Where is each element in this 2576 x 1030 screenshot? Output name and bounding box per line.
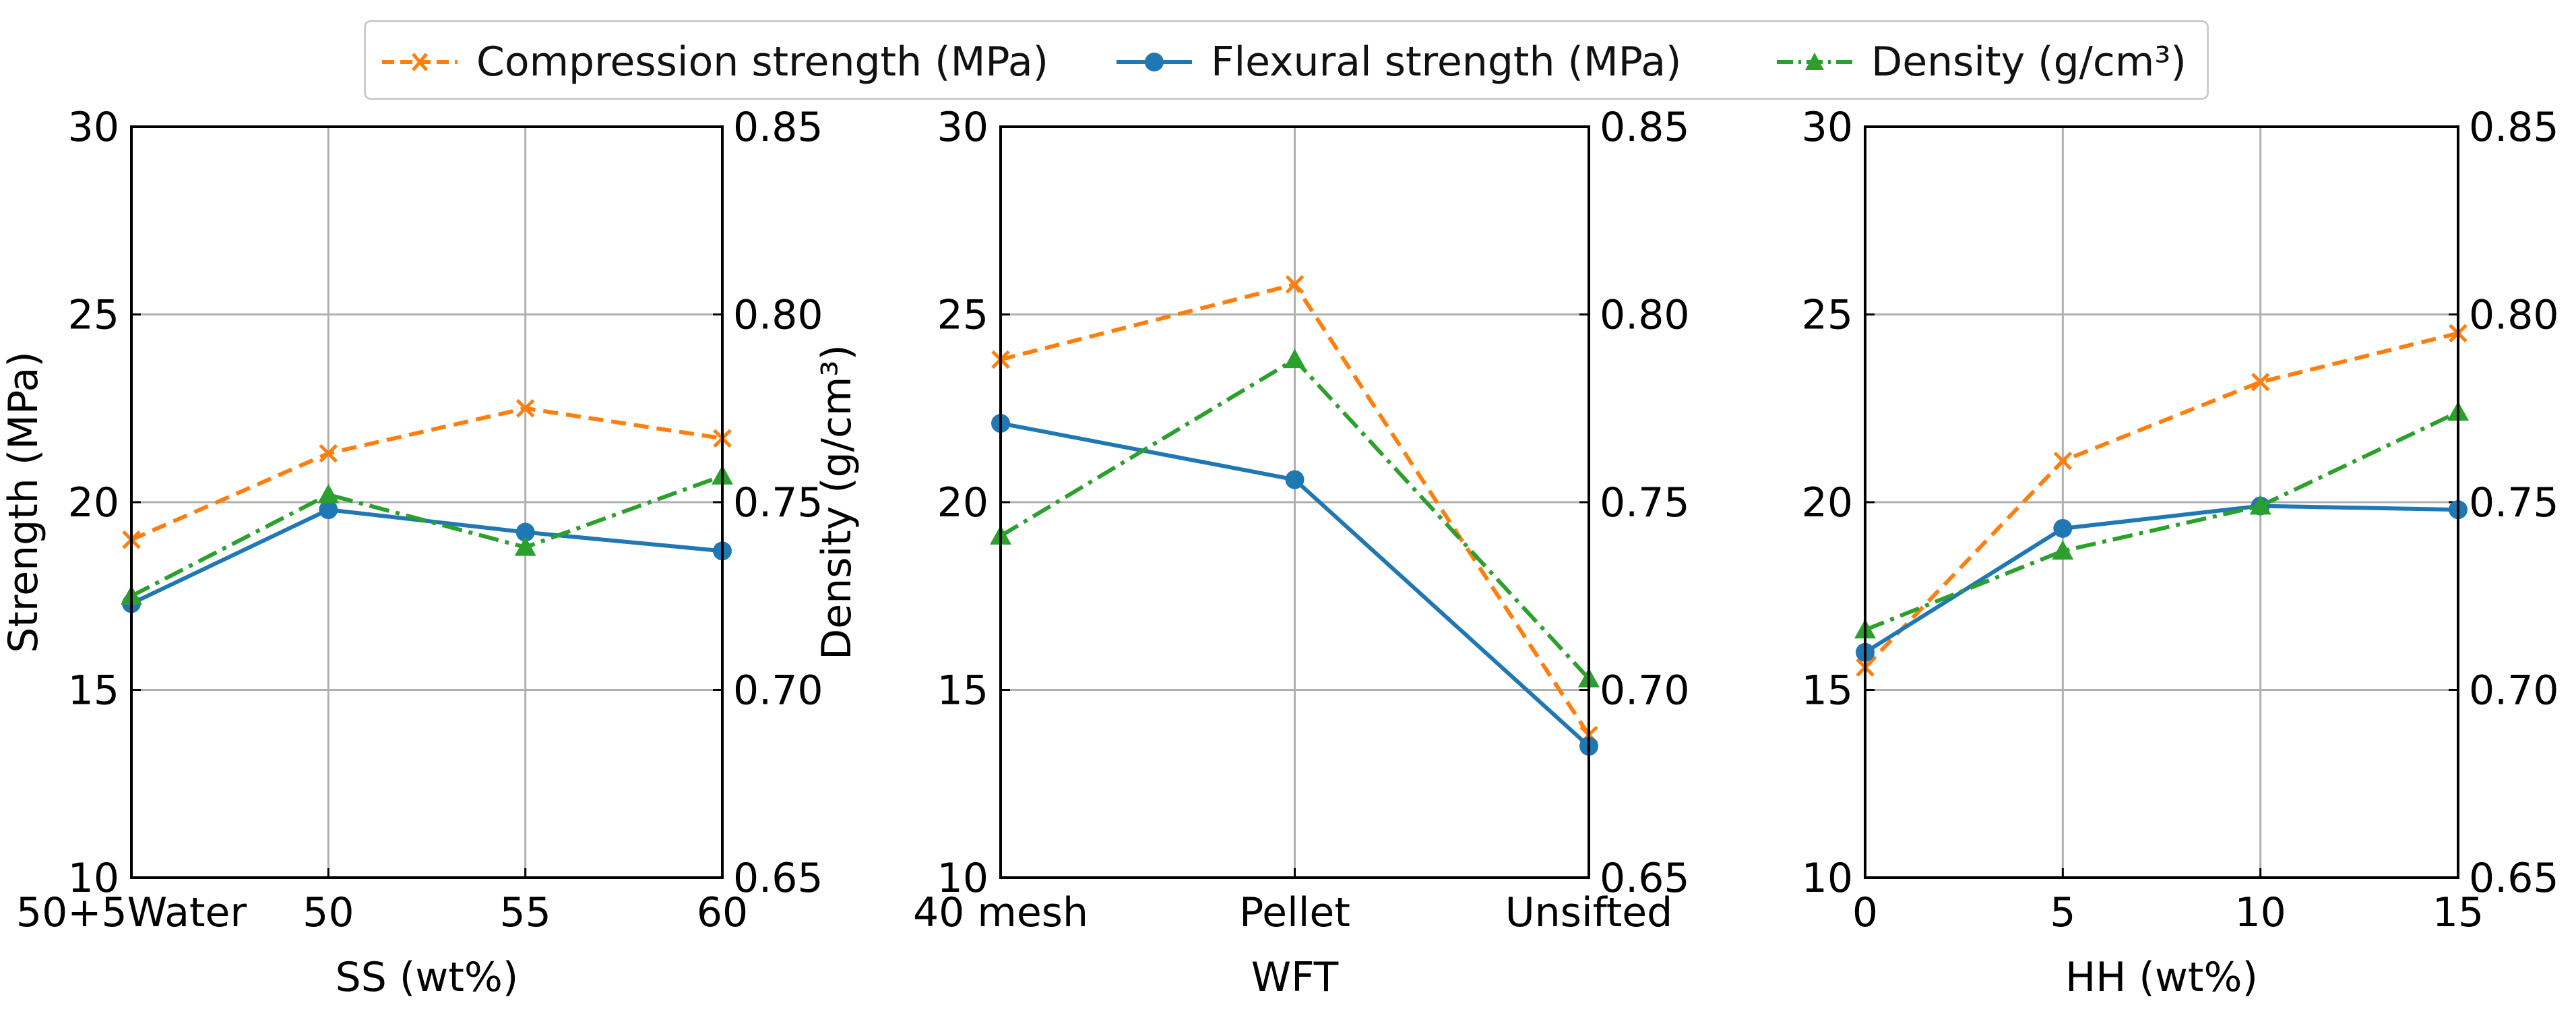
x-axis-tick-label: 55 <box>499 889 551 936</box>
x-axis-tick-label: Pellet <box>1239 889 1350 936</box>
left-axis-tick-label: 10 <box>1802 855 1853 902</box>
grid-lines <box>1864 125 2459 879</box>
series-line-density <box>130 474 724 598</box>
x-axis-tick-label: 0 <box>1852 889 1878 936</box>
series-compression <box>1856 324 2468 677</box>
plot-frame <box>1864 125 2459 879</box>
right-axis-tick-label: 0.85 <box>733 104 823 151</box>
x-axis-tick-label: Unsifted <box>1505 889 1672 936</box>
left-axis-tick-label: 10 <box>937 855 988 902</box>
left-axis-title: Strength (MPa) <box>0 351 47 653</box>
legend-density-label: Density (g/cm³) <box>1871 38 2187 86</box>
right-axis-tick-label: 0.80 <box>733 292 823 339</box>
left-axis-tick-label: 30 <box>68 104 119 151</box>
data-point-flexural <box>319 500 338 520</box>
data-point-density <box>317 483 340 504</box>
right-axis-tick-label: 0.65 <box>1600 855 1690 902</box>
data-point-flexural <box>2053 518 2073 538</box>
left-axis-tick-label: 25 <box>68 292 119 339</box>
right-axis-tick-label: 0.75 <box>733 479 823 526</box>
plot-frame <box>130 125 724 879</box>
x-axis-tick-label: 40 mesh <box>913 889 1088 936</box>
series-line-compression <box>130 406 723 542</box>
x-axis-tick-label: 50 <box>303 889 354 936</box>
series-line-compression <box>1863 331 2459 669</box>
right-axis-tick-label: 0.85 <box>1600 104 1690 151</box>
right-axis-tick-label: 0.70 <box>733 667 823 715</box>
right-axis-tick-label: 0.65 <box>2469 855 2559 902</box>
left-axis-tick-label: 20 <box>937 479 988 526</box>
left-axis-tick-label: 10 <box>68 855 119 902</box>
legend: Compression strength (MPa) Flexural stre… <box>364 20 2209 100</box>
left-axis-tick-label: 25 <box>1802 292 1853 339</box>
right-axis-tick-label: 0.80 <box>2469 292 2559 339</box>
right-axis-tick-label: 0.70 <box>1600 667 1690 715</box>
data-point-stroke <box>1285 275 1305 294</box>
left-axis-tick-label: 15 <box>937 667 988 715</box>
series-flexural <box>122 500 732 613</box>
data-point-compression <box>2251 372 2270 392</box>
data-point-compression <box>319 444 338 463</box>
data-point-density <box>1284 349 1306 369</box>
data-point-density <box>2052 540 2074 560</box>
left-axis-tick-label: 20 <box>68 479 119 526</box>
x-axis-tick-label: 60 <box>697 889 748 936</box>
series-compression <box>122 398 732 549</box>
x-axis-tick-label: 50+5Water <box>16 889 247 936</box>
data-point-stroke <box>319 444 338 463</box>
right-axis-tick-label: 0.80 <box>1600 292 1690 339</box>
x-axis-tick-label: 15 <box>2432 889 2484 936</box>
left-axis-tick-label: 30 <box>1802 104 1853 151</box>
right-axis-tick-label: 0.75 <box>2469 479 2559 526</box>
panel-2: 10 15 20 25 30 0.65 0.70 0.75 0.80 0.85 40 mesh Pel… <box>913 104 1690 1001</box>
grid-lines <box>999 125 1590 879</box>
series-density <box>1854 401 2469 639</box>
x-axis-title: HH (wt%) <box>2065 954 2258 1001</box>
right-axis-tick-label: 0.65 <box>733 855 823 902</box>
data-point-compression <box>1285 275 1305 294</box>
legend-item-flexural: Flexural strength (MPa) <box>1114 22 1681 102</box>
x-axis-title: SS (wt%) <box>336 954 519 1001</box>
x-axis-title: WFT <box>1251 954 1339 1001</box>
x-axis-tick-label: 5 <box>2050 889 2075 936</box>
series-line-flexural <box>130 508 723 606</box>
left-axis-tick-label: 20 <box>1802 479 1853 526</box>
right-axis-tick-label: 0.85 <box>2469 104 2559 151</box>
left-axis-tick-label: 30 <box>937 104 988 151</box>
legend-item-compression: Compression strength (MPa) <box>379 22 1048 102</box>
data-point-flexural <box>515 522 535 542</box>
data-point-density <box>514 536 536 556</box>
left-axis-tick-label: 25 <box>937 292 988 339</box>
data-point-compression <box>515 398 535 418</box>
data-point-stroke <box>515 398 535 418</box>
plot-frame <box>999 125 1590 879</box>
right-axis-tick-label: 0.75 <box>1600 479 1690 526</box>
right-axis-title: Density (g/cm³) <box>813 344 860 660</box>
x-axis-tick-label: 10 <box>2234 889 2286 936</box>
data-point-compression <box>2053 451 2073 471</box>
legend-item-density: Density (g/cm³) <box>1774 22 2187 102</box>
legend-compression-marker <box>382 53 458 71</box>
series-density <box>121 465 733 605</box>
panel-3: 10 15 20 25 30 0.65 0.70 0.75 0.80 0.85 0 5 10 15 HH (… <box>1802 104 2559 1001</box>
data-point-stroke <box>2053 451 2073 471</box>
legend-compression-label: Compression strength (MPa) <box>476 38 1049 86</box>
data-point-density <box>2249 495 2271 515</box>
data-point-flexural <box>1285 470 1305 489</box>
legend-flexural-label: Flexural strength (MPa) <box>1211 38 1682 86</box>
legend-density-marker <box>1777 53 1852 70</box>
panel-1: 10 15 20 25 30 0.65 0.70 0.75 0.80 0.85 50+5Water 5… <box>0 104 860 1001</box>
right-axis-tick-label: 0.70 <box>2469 667 2559 715</box>
data-point-stroke <box>2251 372 2270 392</box>
left-axis-tick-label: 15 <box>1802 667 1853 715</box>
left-axis-tick-label: 15 <box>68 667 119 715</box>
series-line-density <box>1864 410 2459 632</box>
legend-flexural-marker <box>1117 53 1192 71</box>
